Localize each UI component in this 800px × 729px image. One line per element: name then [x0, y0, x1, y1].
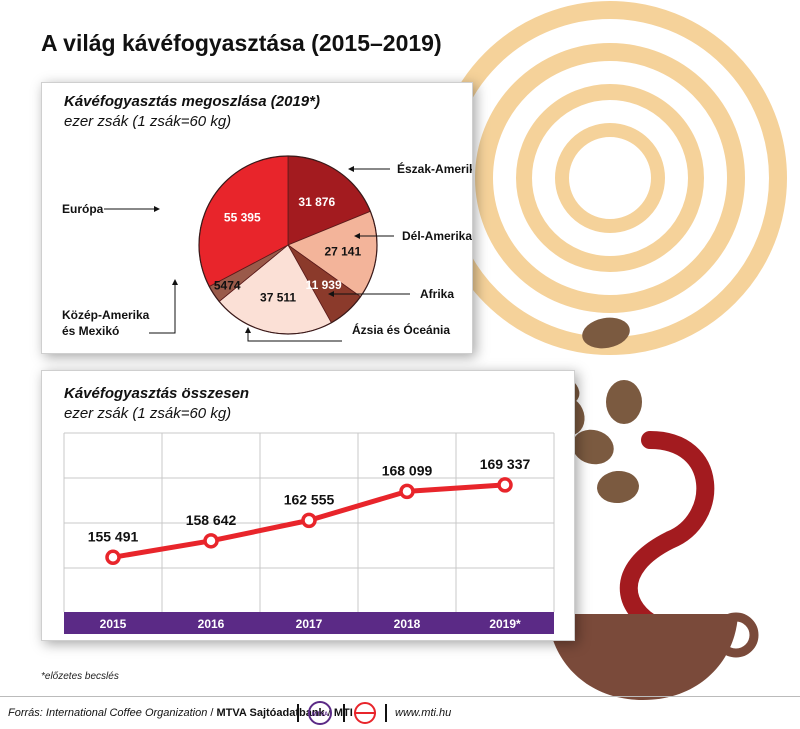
steam-ring-2 — [516, 84, 704, 272]
steam-ring-1 — [555, 123, 665, 233]
slice-category-label: és Mexikó — [62, 324, 119, 338]
slice-value-label: 31 876 — [298, 195, 335, 209]
pie-outline — [198, 155, 378, 335]
x-tick-label: 2019* — [489, 617, 521, 631]
data-label: 162 555 — [284, 491, 335, 507]
leader-line — [247, 331, 342, 342]
leader-arrow — [348, 166, 354, 172]
pie-chart-panel: Kávéfogyasztás megoszlása (2019*) ezer z… — [41, 82, 473, 354]
mtva-logo: MTVA — [308, 701, 332, 725]
slice-category-label: Észak-Amerika — [397, 161, 472, 176]
leader-arrow — [154, 206, 160, 212]
separator — [343, 704, 345, 722]
page-title: A világ kávéfogyasztása (2015–2019) — [41, 30, 442, 56]
x-tick-label: 2015 — [100, 617, 127, 631]
slice-value-label: 37 511 — [260, 290, 296, 304]
data-point — [105, 549, 121, 566]
source-prefix: Forrás: International Coffee Organizatio… — [8, 707, 208, 719]
data-label: 155 491 — [88, 528, 139, 544]
slice-category-label: Ázsia és Óceánia — [352, 322, 450, 337]
data-point — [203, 533, 219, 549]
slice-value-label: 27 141 — [324, 244, 361, 258]
x-tick-label: 2017 — [296, 617, 323, 631]
cup-handle — [713, 612, 759, 658]
footer: Forrás: International Coffee Organizatio… — [0, 696, 800, 729]
leader-line — [149, 283, 176, 334]
data-point — [497, 477, 513, 493]
data-label: 158 642 — [186, 512, 237, 528]
data-point — [399, 483, 415, 500]
slice-value-label: 11 939 — [306, 278, 342, 292]
steam-swirl-decoration — [433, 1, 787, 355]
pie-chart-title: Kávéfogyasztás megoszlása (2019*) — [64, 93, 320, 110]
bean-icon — [582, 317, 630, 349]
leader-arrow — [172, 279, 178, 285]
bean-icon — [597, 470, 639, 504]
source-url: www.mti.hu — [395, 707, 452, 719]
slice-category-label: Afrika — [420, 287, 454, 301]
slice-value-label: 55 395 — [224, 210, 261, 224]
leader-arrow — [328, 291, 334, 297]
steam-ring-3 — [475, 43, 745, 313]
x-axis-band — [64, 612, 554, 634]
coffee-cup — [548, 612, 759, 700]
leader-arrow — [245, 327, 251, 333]
slice-category-label: Európa — [62, 202, 104, 216]
source-line: Forrás: International Coffee Organizatio… — [8, 707, 353, 719]
data-point — [301, 512, 317, 529]
x-tick-label: 2018 — [394, 617, 421, 631]
separator — [385, 704, 387, 722]
line-chart: 2015 2016 2017 2018 2019* 155 491 158 642 162 5… — [63, 432, 555, 634]
bean-icon — [572, 429, 614, 465]
slice-category-label: Közép-Amerika — [62, 308, 150, 322]
footnote: *előzetes becslés — [41, 671, 119, 682]
slice-category-label: Dél-Amerika — [402, 229, 472, 243]
data-label: 168 099 — [382, 462, 433, 478]
line-chart-panel: Kávéfogyasztás összesen ezer zsák (1 zsá… — [41, 370, 575, 641]
leader-arrow — [354, 233, 360, 239]
cup-body — [548, 614, 738, 700]
slice-value-label: 5474 — [214, 278, 241, 292]
red-steam-swirl — [619, 431, 715, 634]
pie-chart: 31 876 27 141 11 939 37 511 5474 55 395 Észak-… — [62, 155, 472, 342]
line-chart-unit: ezer zsák (1 zsák=60 kg) — [64, 405, 232, 422]
separator — [297, 704, 299, 722]
mti-logo — [354, 702, 376, 724]
data-label: 169 337 — [480, 456, 531, 472]
bean-icon — [606, 380, 642, 424]
pie-chart-unit: ezer zsák (1 zsák=60 kg) — [64, 113, 232, 130]
x-tick-label: 2016 — [198, 617, 225, 631]
logo-text: MTVA — [312, 712, 329, 718]
line-chart-title: Kávéfogyasztás összesen — [64, 385, 250, 402]
